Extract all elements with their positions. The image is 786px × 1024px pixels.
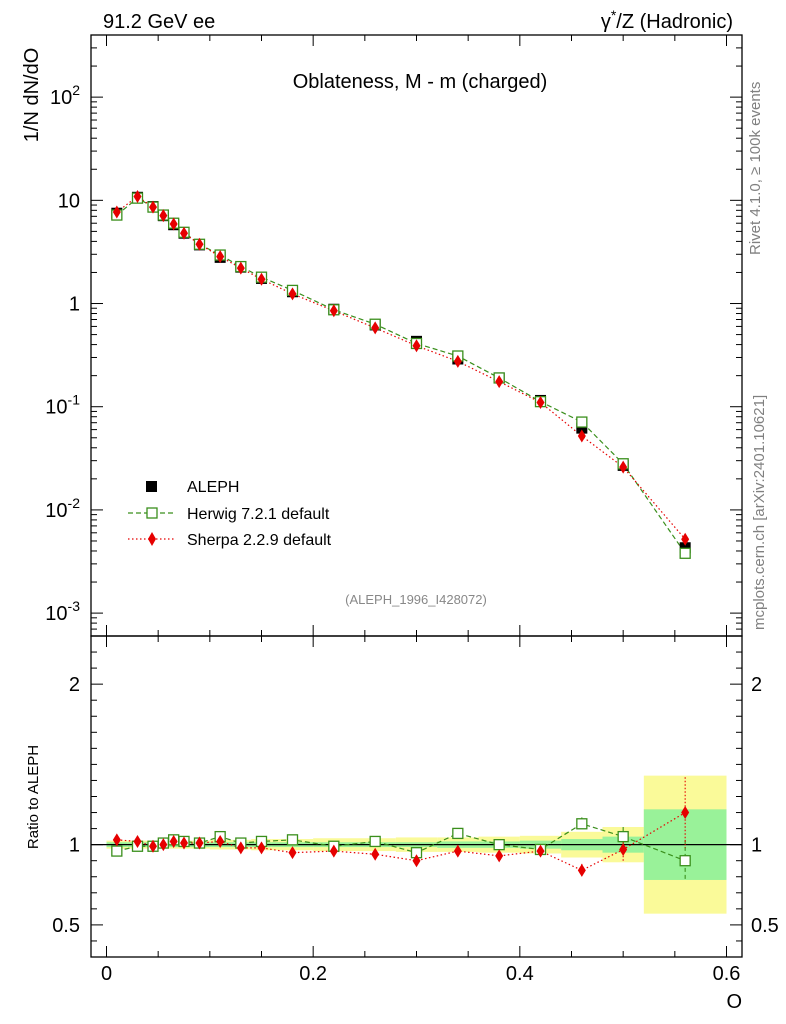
herwig-ratio-point (111, 845, 123, 857)
sherpa-point (149, 200, 157, 214)
sherpa-point (236, 261, 245, 275)
x-tick-label: 0.4 (506, 963, 534, 985)
sherpa-ratio-point (681, 806, 690, 820)
main-y-label: 1/N dN/dO (21, 48, 43, 142)
sherpa-point (371, 321, 380, 335)
ratio-y-tick-label-right: 2 (751, 674, 762, 696)
legend: ALEPH Herwig 7.2.1 default Sherpa 2.2.9 … (128, 479, 332, 549)
sherpa-ratio-point (159, 838, 168, 852)
y-tick-label: 102 (50, 82, 80, 109)
sherpa-ratio-point (149, 839, 157, 853)
rivet-label: Rivet 4.1.0, ≥ 100k events (747, 82, 764, 255)
sherpa-ratio-point (412, 854, 421, 868)
legend-sherpa-marker (148, 532, 156, 546)
sherpa-ratio-point (536, 844, 545, 858)
ratio-y-tick-label-right: 1 (751, 835, 762, 857)
analysis-reference: (ALEPH_1996_I428072) (345, 592, 487, 607)
herwig-point (679, 547, 691, 559)
sherpa-ratio-point (236, 841, 245, 855)
legend-data-label: ALEPH (187, 479, 239, 496)
sherpa-point (257, 272, 266, 286)
sherpa-ratio-point (495, 849, 504, 863)
sherpa-ratio-point (257, 841, 266, 855)
sherpa-point (180, 226, 188, 240)
sherpa-ratio-point (112, 833, 121, 847)
sherpa-point (577, 429, 586, 443)
sherpa-point (195, 237, 204, 251)
sherpa-point (159, 209, 168, 223)
main-axes: 10-3 10-2 10-1 1 10 102 (45, 34, 742, 637)
sherpa-point (133, 189, 142, 203)
x-tick-label: 0.6 (713, 963, 741, 985)
sherpa-point (412, 339, 421, 353)
sherpa-point (112, 205, 121, 219)
legend-data-marker (146, 481, 157, 492)
chart-title: Oblateness, M - m (charged) (293, 71, 548, 93)
main-series-layer (111, 189, 691, 559)
ratio-bands (91, 775, 742, 914)
ratio-plot-frame (90, 635, 743, 958)
y-tick-label: 10-1 (45, 392, 80, 419)
sherpa-point (288, 287, 297, 301)
sherpa-ratio-point (180, 836, 188, 850)
herwig-ratio-point (576, 818, 588, 830)
sherpa-ratio-point (453, 844, 462, 858)
herwig-point (576, 416, 588, 428)
energy-label: 91.2 GeV ee (103, 11, 215, 33)
y-tick-label: 10-2 (45, 495, 80, 522)
x-tick-label: 0 (101, 963, 112, 985)
ratio-series-layer (111, 777, 691, 882)
sherpa-point (216, 250, 225, 264)
herwig-ratio-point (617, 830, 629, 843)
x-axis-label: O (726, 991, 742, 1013)
legend-sherpa-label: Sherpa 2.2.9 default (187, 532, 332, 549)
y-tick-label: 10 (58, 190, 80, 212)
sherpa-point (169, 217, 178, 231)
sherpa-point (619, 460, 628, 474)
sherpa-ratio-point (133, 834, 142, 848)
sherpa-point (536, 395, 545, 409)
x-tick-label: 0.2 (299, 963, 327, 985)
y-tick-label: 1 (69, 294, 80, 316)
ratio-y-label: Ratio to ALEPH (25, 745, 42, 849)
herwig-line (116, 197, 686, 554)
ratio-y-tick-label-right: 0.5 (751, 915, 779, 937)
data-point (576, 422, 588, 434)
herwig-ratio-point (679, 855, 691, 867)
sherpa-ratio-point (288, 846, 297, 860)
sherpa-point (681, 532, 690, 546)
sherpa-ratio-point (195, 836, 204, 850)
herwig-ratio-point (493, 839, 505, 851)
herwig-ratio-point (369, 835, 381, 848)
sherpa-ratio-point (329, 844, 338, 858)
ratio-y-tick-label: 1 (69, 835, 80, 857)
sherpa-ratio-point (169, 834, 178, 848)
ratio-y-tick-label: 2 (69, 674, 80, 696)
mcplots-label: mcplots.cern.ch [arXiv:2401.10621] (751, 395, 768, 630)
herwig-ratio-point (286, 834, 299, 846)
ratio-y-tick-label: 0.5 (52, 915, 80, 937)
herwig-ratio-point (452, 827, 464, 840)
process-label: γ*/Z (Hadronic) (601, 7, 733, 33)
ratio-axes: 0 0.2 0.4 0.6 0.5 0.5 1 1 2 2 (52, 636, 779, 985)
sherpa-point (495, 375, 504, 389)
sherpa-ratio-point (619, 842, 628, 856)
legend-herwig-marker (146, 507, 158, 519)
legend-herwig-label: Herwig 7.2.1 default (187, 506, 330, 523)
sherpa-point (329, 304, 338, 318)
sherpa-ratio-point (577, 863, 586, 877)
sherpa-point (453, 354, 462, 368)
sherpa-ratio-point (371, 847, 380, 861)
y-tick-label: 10-3 (45, 598, 80, 625)
sherpa-ratio-point (216, 834, 225, 848)
